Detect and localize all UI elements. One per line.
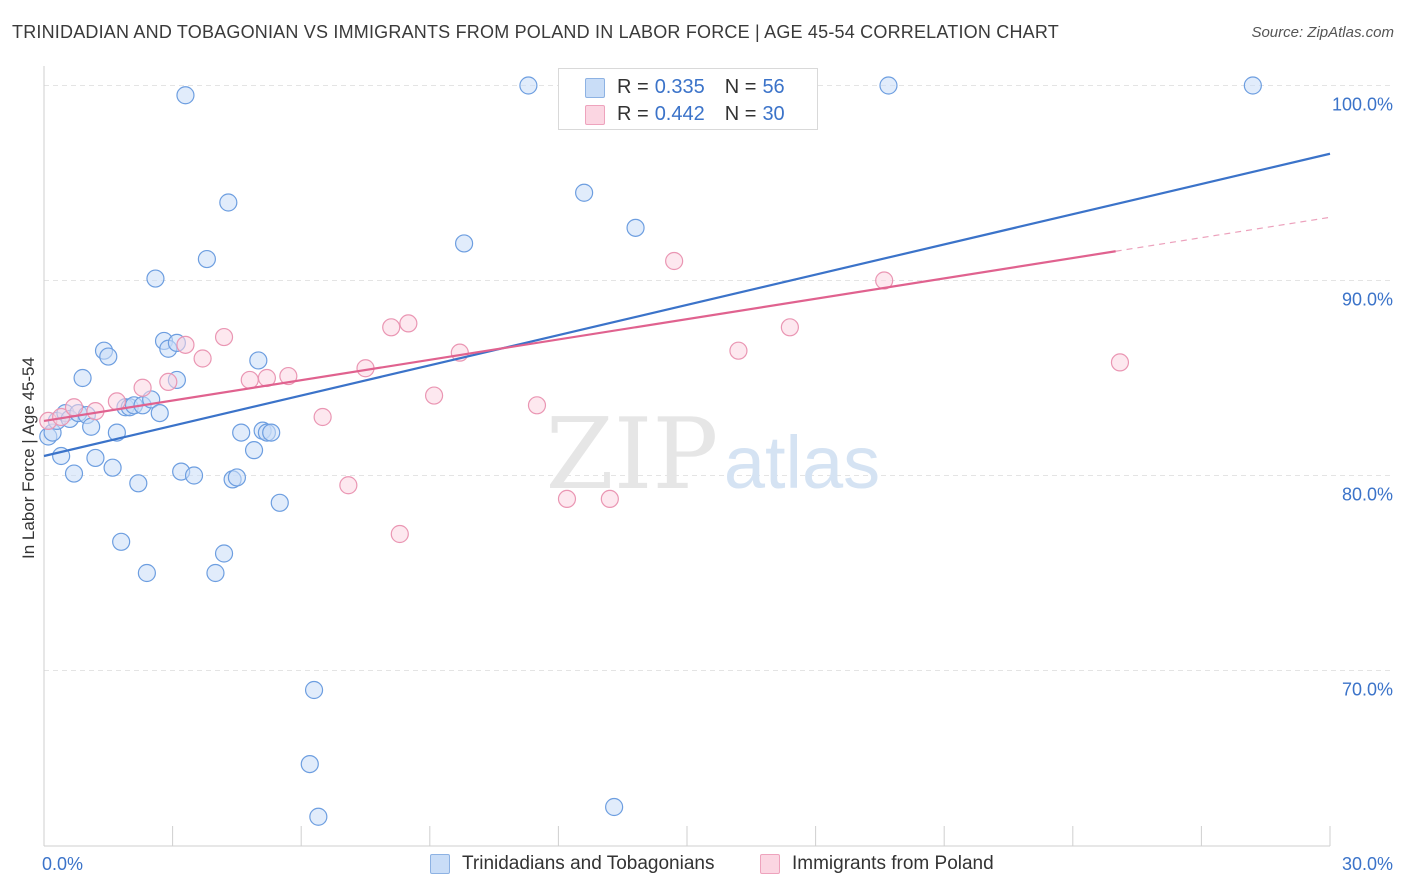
legend-n-label: N = [724, 75, 757, 98]
blue-point [519, 76, 538, 95]
legend-n-value-blue: 56 [762, 75, 785, 98]
pink-point [424, 386, 444, 405]
bottom-legend-label-blue: Trinidadians and Tobagonians [462, 853, 715, 874]
blue-point [197, 249, 216, 269]
blue-point [214, 544, 234, 563]
blue-point [129, 474, 148, 493]
pink-point [1110, 353, 1130, 372]
pink-point [600, 489, 619, 508]
blue-point [575, 183, 594, 202]
chart-title: TRINIDADIAN AND TOBAGONIAN VS IMMIGRANTS… [12, 22, 1059, 42]
pink-point [557, 489, 577, 508]
blue-point [304, 680, 324, 700]
y-tick-label: 80.0% [1342, 485, 1393, 505]
blue-point [244, 441, 264, 460]
pink-point [390, 524, 409, 544]
pink-point [665, 251, 684, 271]
legend-n-label: N = [724, 102, 757, 125]
bottom-legend-blue: Trinidadians and Tobagonians [430, 852, 714, 876]
blue-point [64, 464, 84, 483]
pink-point [527, 396, 547, 415]
y-axis-label: In Labor Force | Age 45-54 [19, 357, 38, 559]
blue-point [176, 86, 195, 105]
blue-point [1243, 76, 1262, 95]
blue-point [309, 807, 328, 826]
watermark-atlas: atlas [724, 421, 880, 504]
pink-point [399, 314, 418, 333]
blue-point [86, 448, 105, 468]
blue-point [99, 347, 118, 366]
y-tick-label: 90.0% [1342, 290, 1393, 310]
pink-point [176, 335, 195, 354]
blue-point [300, 754, 319, 774]
legend-row-pink: R = 0.442 N = 30 [585, 102, 785, 126]
blue-point [103, 458, 122, 477]
blue-point [73, 368, 92, 388]
watermark-zip: ZIP [546, 398, 719, 512]
x-tick-label: 30.0% [1342, 854, 1393, 874]
blue-point [82, 417, 101, 436]
pink-point [279, 366, 298, 386]
pink-point [313, 407, 332, 427]
legend-n-value-pink: 30 [762, 102, 785, 125]
bottom-legend-pink: Immigrants from Poland [760, 852, 994, 876]
source-label: Source: ZipAtlas.com [1251, 24, 1394, 41]
pink-point [214, 327, 234, 347]
blue-point [605, 797, 624, 817]
pink-point [64, 398, 84, 417]
trend-line-pink-extension [1115, 216, 1331, 252]
pink-point [159, 372, 178, 391]
blue-point [206, 563, 225, 583]
series-poland-points [39, 76, 1130, 544]
pink-point [339, 476, 358, 495]
blue-point [184, 466, 204, 485]
trend-line-pink [43, 250, 1116, 422]
legend-row-blue: R = 0.335 N = 56 [585, 75, 785, 99]
blue-point [137, 563, 156, 583]
pink-point [240, 370, 259, 390]
bottom-legend-swatch-blue [430, 854, 450, 874]
x-tick-label: 0.0% [42, 854, 83, 874]
y-tick-label: 70.0% [1342, 680, 1393, 700]
y-tick-label: 100.0% [1332, 95, 1393, 115]
legend-swatch-blue [585, 78, 605, 98]
legend-swatch-pink [585, 105, 605, 125]
watermark: ZIP atlas [546, 398, 881, 512]
tick-labels: 70.0% 80.0% 90.0% 100.0% 0.0% 30.0% [42, 95, 1393, 875]
pink-point [780, 318, 799, 337]
legend-r-value-pink: 0.442 [654, 102, 705, 125]
legend-r-label: R = [617, 75, 649, 98]
blue-point [232, 423, 251, 442]
trend-line-blue [43, 152, 1331, 458]
blue-point [227, 468, 246, 487]
pink-point [382, 318, 401, 337]
pink-point [133, 378, 152, 397]
blue-point [150, 404, 169, 423]
blue-point [879, 76, 898, 95]
legend-r-label: R = [617, 102, 649, 125]
pink-point [729, 341, 748, 360]
bottom-legend-label-pink: Immigrants from Poland [792, 853, 994, 874]
pink-point [193, 349, 212, 368]
blue-point [219, 193, 238, 212]
blue-point [626, 218, 645, 237]
blue-point [146, 269, 165, 288]
bottom-legend-swatch-pink [760, 854, 780, 874]
blue-point [270, 493, 289, 512]
legend-r-value-blue: 0.335 [654, 75, 705, 98]
correlation-legend: R = 0.335 N = 56 R = 0.442 N = 30 [558, 68, 818, 130]
blue-point [112, 532, 131, 551]
blue-point [249, 351, 268, 370]
blue-point [262, 423, 281, 442]
trend-lines [43, 152, 1331, 458]
blue-point [454, 234, 474, 253]
